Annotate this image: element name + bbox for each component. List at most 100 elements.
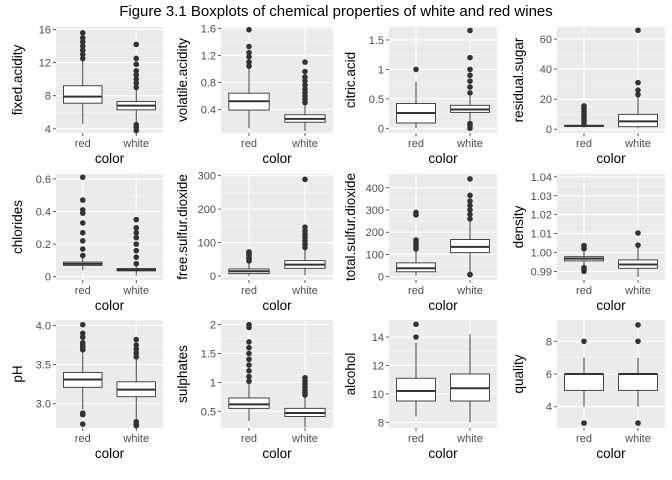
- y-tick-label: 200: [198, 204, 216, 216]
- box-white: [116, 41, 156, 134]
- outlier-point: [413, 237, 419, 243]
- outlier-point: [302, 78, 308, 84]
- y-tick-label: 0: [546, 124, 552, 136]
- outlier-point: [467, 84, 473, 90]
- y-tick-label: 1.03: [531, 191, 552, 203]
- outlier-point: [246, 339, 252, 345]
- box-white: [618, 27, 658, 129]
- x-axis-title: color: [428, 298, 458, 313]
- x-tick-label: white: [122, 138, 149, 150]
- outlier-point: [246, 43, 252, 50]
- outlier-point: [79, 39, 86, 45]
- box-red: [396, 66, 436, 129]
- outlier-point: [79, 238, 86, 244]
- box-white: [116, 336, 156, 429]
- outlier-point: [302, 374, 308, 381]
- outlier-point: [133, 61, 140, 68]
- y-tick-label: 4.0: [36, 320, 51, 332]
- outlier-point: [133, 68, 140, 74]
- outlier-point: [79, 34, 86, 41]
- outlier-point: [302, 74, 308, 80]
- box-red: [564, 103, 604, 128]
- y-tick-label: 2: [210, 320, 216, 332]
- outlier-point: [133, 55, 140, 62]
- y-tick-label: 0.99: [531, 266, 552, 278]
- x-tick-label: white: [624, 285, 651, 297]
- x-axis-title: color: [262, 298, 292, 313]
- y-tick-label: 3.0: [36, 399, 51, 411]
- figure-title: Figure 3.1 Boxplots of chemical properti…: [119, 3, 553, 20]
- outlier-point: [467, 78, 473, 84]
- y-tick-label: 300: [198, 171, 216, 183]
- y-tick-label: 0.2: [36, 239, 51, 251]
- outlier-point: [79, 229, 86, 236]
- y-tick-label: 0.8: [201, 77, 216, 89]
- y-axis-title: residual.sugar: [511, 37, 526, 122]
- box-iqr: [63, 85, 103, 104]
- outlier-point: [79, 220, 86, 226]
- y-tick-label: 10: [372, 389, 384, 401]
- y-tick-label: 12: [39, 58, 51, 70]
- outlier-point: [635, 87, 641, 93]
- outlier-point: [302, 86, 308, 92]
- outlier-point: [79, 174, 86, 181]
- y-tick-label: 16: [39, 24, 51, 36]
- outlier-point: [467, 202, 473, 209]
- box-red: [228, 26, 270, 129]
- box-white: [284, 374, 326, 428]
- outlier-point: [467, 216, 473, 222]
- box-white: [450, 176, 490, 278]
- outlier-point: [635, 79, 641, 86]
- y-tick-label: 0: [210, 271, 216, 283]
- outlier-point: [467, 90, 473, 96]
- outlier-point: [467, 192, 473, 199]
- y-axis-title: volatile.acidity: [175, 38, 190, 122]
- outlier-point: [467, 120, 473, 127]
- y-tick-label: 1: [378, 64, 384, 76]
- outlier-point: [79, 252, 86, 259]
- box-white: [116, 216, 156, 276]
- x-tick-label: white: [456, 433, 483, 445]
- outlier-point: [133, 418, 140, 425]
- y-axis-title: free.sulfur.dioxide: [175, 174, 190, 280]
- outlier-point: [79, 334, 86, 341]
- box-iqr: [228, 397, 270, 409]
- outlier-point: [467, 207, 473, 213]
- outlier-point: [413, 321, 419, 328]
- outlier-point: [467, 72, 473, 79]
- x-tick-label: white: [122, 433, 149, 445]
- box-red: [228, 321, 270, 422]
- box-red: [63, 29, 103, 124]
- y-axis-title: total.sulfur.dioxide: [343, 173, 358, 281]
- outlier-point: [246, 321, 252, 328]
- outlier-point: [133, 41, 140, 48]
- outlier-point: [635, 242, 641, 248]
- y-tick-label: 0: [378, 272, 384, 284]
- y-tick-label: 400: [366, 183, 384, 195]
- outlier-point: [302, 224, 308, 230]
- y-tick-label: 14: [372, 332, 384, 344]
- box-iqr: [396, 377, 436, 402]
- y-tick-label: 1.01: [531, 229, 552, 241]
- outlier-point: [79, 43, 86, 49]
- outlier-point: [79, 321, 86, 328]
- outlier-point: [79, 421, 86, 427]
- outlier-point: [413, 66, 419, 73]
- outlier-point: [133, 234, 140, 241]
- outlier-point: [302, 68, 308, 75]
- y-tick-label: 4: [45, 124, 51, 136]
- x-tick-label: white: [291, 138, 318, 150]
- y-tick-label: 0.5: [369, 94, 384, 106]
- outlier-point: [635, 322, 641, 328]
- panel-background: [389, 174, 497, 280]
- y-tick-label: 1.04: [531, 172, 552, 184]
- x-tick-label: red: [75, 433, 91, 445]
- y-tick-label: 8: [45, 91, 51, 103]
- x-tick-label: red: [576, 138, 592, 150]
- outlier-point: [302, 82, 308, 88]
